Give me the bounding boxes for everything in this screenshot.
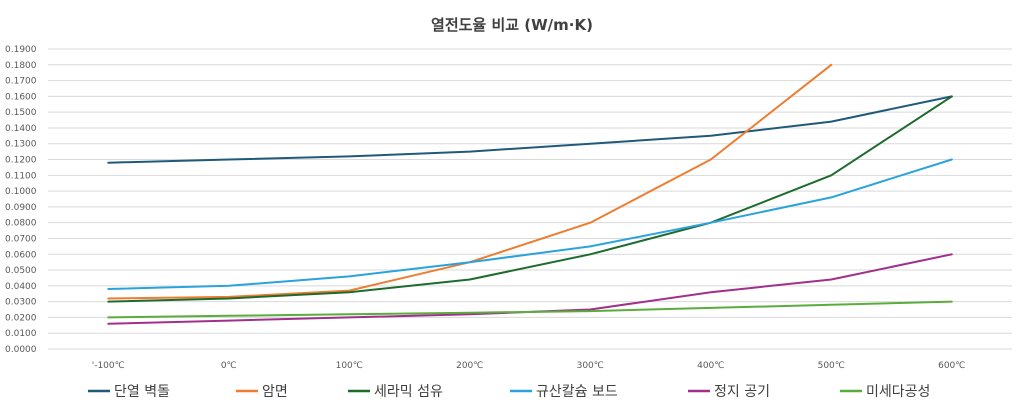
y-tick-label: 0.0200 xyxy=(5,313,37,323)
series-line-2 xyxy=(107,63,833,300)
y-tick-label: 0.1700 xyxy=(5,77,37,87)
series-line-5 xyxy=(107,253,953,325)
y-tick-label: 0.0400 xyxy=(5,282,37,292)
y-axis-ticks: 0.0000 0.0100 0.0200 0.0300 0.0400 0.0500 0.06… xyxy=(5,45,37,355)
y-tick-label: 0.1800 xyxy=(5,61,37,71)
y-tick-label: 0.1400 xyxy=(5,124,37,134)
y-tick-label: 0.0100 xyxy=(5,329,37,339)
y-tick-label: 0.0600 xyxy=(5,250,37,260)
chart-title: 열전도율 비교 (W/m·K) xyxy=(431,16,593,34)
x-tick-label: 200℃ xyxy=(456,361,483,371)
legend: 단열 벽돌 암면 세라믹 섬유 규산칼슘 보드 정지 공기 미세다공성 xyxy=(88,384,930,400)
y-tick-label: 0.0000 xyxy=(5,345,37,355)
x-tick-label: 400℃ xyxy=(697,361,724,371)
y-tick-label: 0.0800 xyxy=(5,219,37,229)
y-tick-label: 0.0500 xyxy=(5,266,37,276)
legend-label: 미세다공성 xyxy=(866,384,930,400)
series-line-4 xyxy=(107,158,953,290)
y-tick-label: 0.1000 xyxy=(5,187,37,197)
legend-label: 규산칼슘 보드 xyxy=(536,384,618,400)
series-line-1 xyxy=(107,95,953,164)
x-tick-label: 600℃ xyxy=(938,361,965,371)
y-tick-label: 0.1300 xyxy=(5,140,37,150)
y-tick-label: 0.1600 xyxy=(5,92,37,102)
grid-lines xyxy=(48,48,1012,350)
legend-label: 정지 공기 xyxy=(714,384,770,400)
x-tick-label: 0℃ xyxy=(221,361,237,371)
y-tick-label: 0.1900 xyxy=(5,45,37,55)
series-lines xyxy=(107,63,953,325)
y-tick-label: 0.1100 xyxy=(5,171,37,181)
x-axis-ticks: '-100℃ 0℃ 100℃ 200℃ 300℃ 400℃ 500℃ 600℃ xyxy=(92,361,966,371)
legend-label: 세라믹 섬유 xyxy=(374,384,443,400)
y-tick-label: 0.0900 xyxy=(5,203,37,213)
series-line-6 xyxy=(107,300,953,319)
series-line-3 xyxy=(107,95,953,303)
x-tick-label: 300℃ xyxy=(577,361,604,371)
y-tick-label: 0.1500 xyxy=(5,108,37,118)
y-tick-label: 0.1200 xyxy=(5,156,37,166)
legend-label: 단열 벽돌 xyxy=(114,384,170,400)
x-tick-label: '-100℃ xyxy=(92,361,125,371)
x-tick-label: 500℃ xyxy=(818,361,845,371)
y-tick-label: 0.0700 xyxy=(5,234,37,244)
legend-label: 암면 xyxy=(262,384,288,400)
y-tick-label: 0.0300 xyxy=(5,298,37,308)
x-tick-label: 100℃ xyxy=(336,361,363,371)
